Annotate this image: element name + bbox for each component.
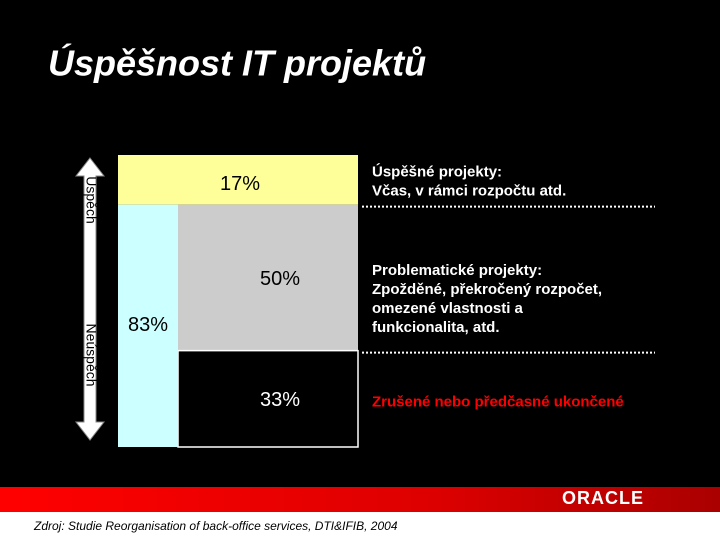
axis-label: Úspěch [83,176,99,223]
logo: ORACLE [562,488,644,508]
description: Úspěšné projekty: [372,162,502,180]
description: Zpožděné, překročený rozpočet, [372,281,602,298]
double-arrow [74,157,106,441]
description: omezené vlastnosti a [372,300,524,317]
source: Zdroj: Studie Reorganisation of back-off… [33,519,398,533]
footer-band [0,512,720,540]
description: funkcionalita, atd. [372,319,500,336]
value-label: 17% [220,173,260,195]
axis-label: Neúspěch [83,323,99,386]
slide-title: Úspěšnost IT projektů [48,43,426,84]
combined-segment [118,204,178,447]
description: Problematické projekty: [372,262,542,279]
red-band [0,487,720,512]
value-label: 33% [260,389,300,411]
segment [178,204,358,351]
combined-label: 83% [128,314,168,336]
description: Včas, v rámci rozpočtu atd. [372,182,566,199]
value-label: 50% [260,268,300,290]
description: Zrušené nebo předčasné ukončené [372,394,624,411]
segment [118,155,358,205]
